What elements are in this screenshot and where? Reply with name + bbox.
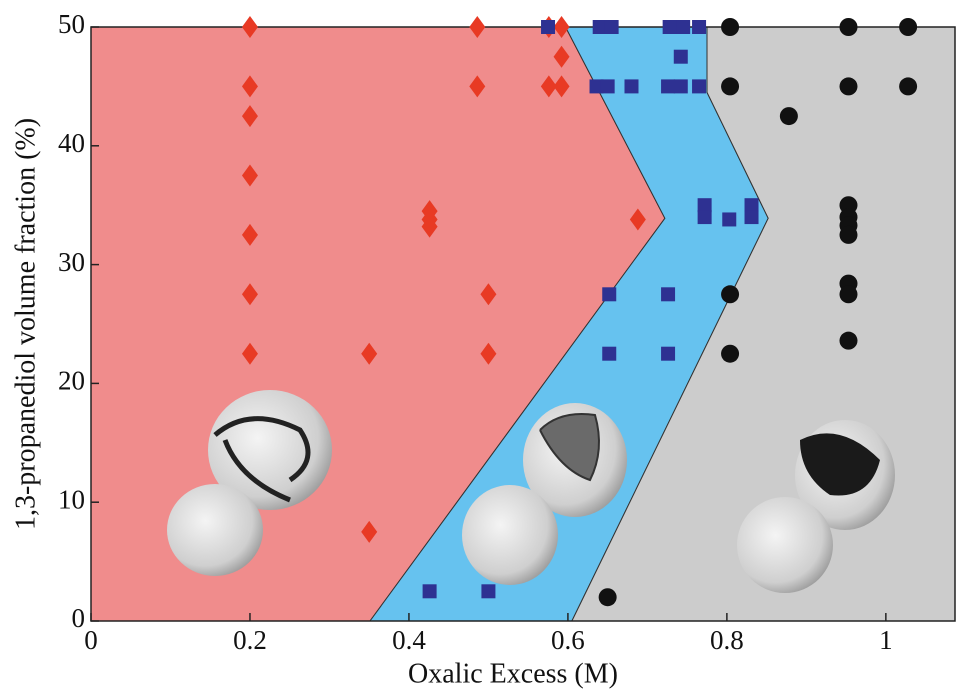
y-tick-label: 10 bbox=[58, 484, 85, 514]
circle-marker bbox=[721, 285, 740, 304]
square-marker bbox=[673, 49, 688, 64]
square-marker bbox=[600, 79, 615, 94]
square-marker bbox=[541, 20, 556, 34]
diamond-marker bbox=[553, 75, 570, 98]
circle-marker bbox=[598, 588, 617, 607]
square-marker bbox=[744, 210, 759, 225]
diamond-marker bbox=[469, 75, 486, 98]
diamond-marker bbox=[241, 105, 258, 128]
square-marker bbox=[422, 584, 437, 599]
droplet-3 bbox=[737, 420, 895, 593]
diamond-marker bbox=[241, 342, 258, 365]
square-marker bbox=[676, 20, 691, 34]
x-axis-label: Oxalic Excess (M) bbox=[408, 658, 618, 689]
diamond-marker bbox=[421, 215, 438, 238]
circle-marker bbox=[839, 285, 858, 304]
x-tick-label: 0.6 bbox=[551, 625, 585, 655]
diamond-marker bbox=[241, 283, 258, 306]
plot-frame bbox=[90, 26, 956, 622]
square-marker bbox=[661, 346, 676, 361]
square-marker bbox=[744, 198, 759, 213]
circle-marker bbox=[721, 18, 740, 36]
diamond-marker bbox=[629, 208, 646, 231]
diamond-marker bbox=[480, 342, 497, 365]
y-tick-label: 20 bbox=[58, 366, 85, 396]
circle-marker bbox=[839, 225, 858, 244]
diamond-marker bbox=[553, 45, 570, 68]
square-marker bbox=[602, 346, 617, 361]
x-tick-label: 0.4 bbox=[392, 625, 426, 655]
diamond-marker bbox=[480, 283, 497, 306]
diamond-marker bbox=[361, 342, 378, 365]
x-tick-label: 0.8 bbox=[710, 625, 744, 655]
diamond-marker bbox=[241, 75, 258, 98]
diamond-marker bbox=[361, 520, 378, 543]
circle-marker bbox=[899, 18, 918, 36]
square-marker bbox=[697, 198, 712, 213]
square-marker bbox=[589, 79, 604, 94]
square-marker bbox=[481, 584, 496, 599]
diamond-marker bbox=[241, 16, 258, 38]
circle-marker bbox=[839, 77, 858, 96]
circle-marker bbox=[721, 344, 740, 363]
diamond-marker bbox=[241, 164, 258, 187]
diamond-marker bbox=[469, 16, 486, 38]
square-marker bbox=[661, 287, 676, 302]
droplet-1 bbox=[167, 390, 332, 576]
square-marker bbox=[661, 79, 676, 94]
x-tick-label: 1 bbox=[879, 625, 893, 655]
square-marker bbox=[624, 79, 639, 94]
square-marker bbox=[692, 79, 707, 94]
square-marker bbox=[722, 212, 737, 227]
x-tick-label: 0.2 bbox=[233, 625, 267, 655]
diamond-marker bbox=[553, 16, 570, 38]
diamond-marker bbox=[540, 75, 557, 98]
y-tick-label: 30 bbox=[58, 247, 85, 277]
markers bbox=[241, 16, 918, 607]
square-marker bbox=[662, 20, 677, 34]
circle-marker bbox=[721, 77, 740, 96]
square-marker bbox=[673, 79, 688, 94]
circle-marker bbox=[899, 77, 918, 96]
square-marker bbox=[604, 20, 619, 34]
circle-marker bbox=[839, 18, 858, 36]
square-marker bbox=[602, 287, 617, 302]
square-marker bbox=[697, 210, 712, 225]
square-marker bbox=[692, 20, 707, 34]
y-tick-label: 50 bbox=[58, 9, 85, 39]
droplet-images bbox=[167, 390, 895, 593]
droplet-2 bbox=[462, 403, 627, 585]
circle-marker bbox=[779, 107, 798, 126]
square-marker bbox=[592, 20, 607, 34]
y-axis-label: 1,3-propanediol volume fraction (%) bbox=[10, 118, 41, 530]
y-tick-label: 0 bbox=[72, 603, 86, 633]
diamond-marker bbox=[241, 223, 258, 246]
y-tick-label: 40 bbox=[58, 128, 85, 158]
x-tick-label: 0 bbox=[84, 625, 98, 655]
circle-marker bbox=[839, 331, 858, 350]
